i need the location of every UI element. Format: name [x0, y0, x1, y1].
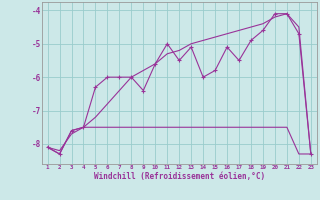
X-axis label: Windchill (Refroidissement éolien,°C): Windchill (Refroidissement éolien,°C)	[94, 172, 265, 181]
